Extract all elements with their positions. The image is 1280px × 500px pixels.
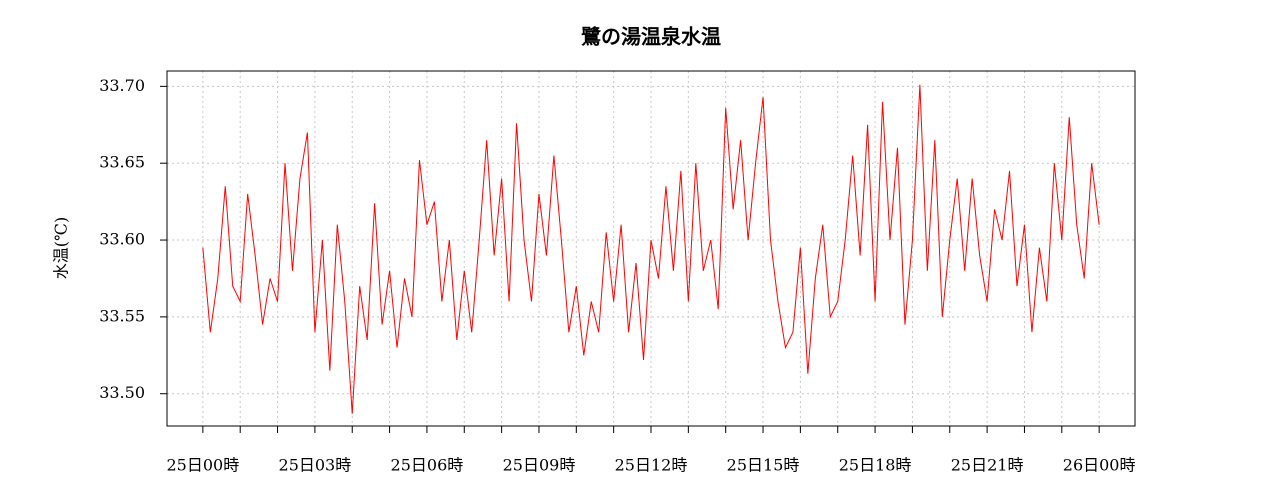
x-tick-label: 25日09時 [503,456,576,475]
x-tick-label: 25日21時 [951,456,1024,475]
y-tick-label: 33.50 [99,383,145,402]
y-tick-label: 33.55 [99,306,145,325]
x-tick-label: 25日12時 [615,456,688,475]
x-tick-label: 25日15時 [727,456,800,475]
x-tick-label: 25日18時 [839,456,912,475]
x-tick-label: 26日00時 [1063,456,1136,475]
x-tick-label: 25日06時 [391,456,464,475]
plot-frame [166,70,1136,427]
y-axis-label: 水温(℃) [52,217,71,279]
data-line [202,84,1100,414]
y-tick-label: 33.65 [99,153,145,172]
chart-title: 鷺の湯温泉水温 [581,25,721,49]
x-tick-label: 25日00時 [166,456,239,475]
x-tick-label: 25日03時 [279,456,352,475]
y-tick-label: 33.60 [99,230,145,249]
y-tick-label: 33.70 [99,76,145,95]
